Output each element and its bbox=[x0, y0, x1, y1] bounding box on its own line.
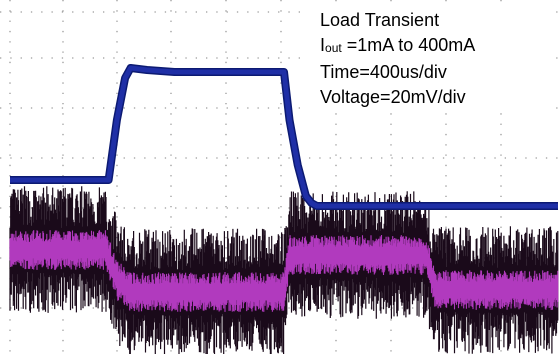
ripple-core-trace bbox=[9, 230, 559, 312]
annotation-voltage: Voltage=20mV/div bbox=[320, 86, 466, 107]
annotation-iout: Iout =1mA to 400mA bbox=[320, 33, 556, 61]
iout-symbol: I bbox=[320, 34, 326, 55]
annotation-time: Time=400us/div bbox=[320, 62, 447, 82]
annotation-box: Load Transient Iout =1mA to 400mA Time=4… bbox=[308, 8, 556, 113]
traces bbox=[9, 64, 559, 354]
annotation-title: Load Transient bbox=[320, 10, 440, 30]
ripple-noise-band bbox=[9, 186, 559, 354]
load-current-trace bbox=[10, 65, 558, 209]
iout-range: =1mA to 400mA bbox=[341, 34, 476, 55]
iout-subscript: out bbox=[325, 40, 342, 55]
